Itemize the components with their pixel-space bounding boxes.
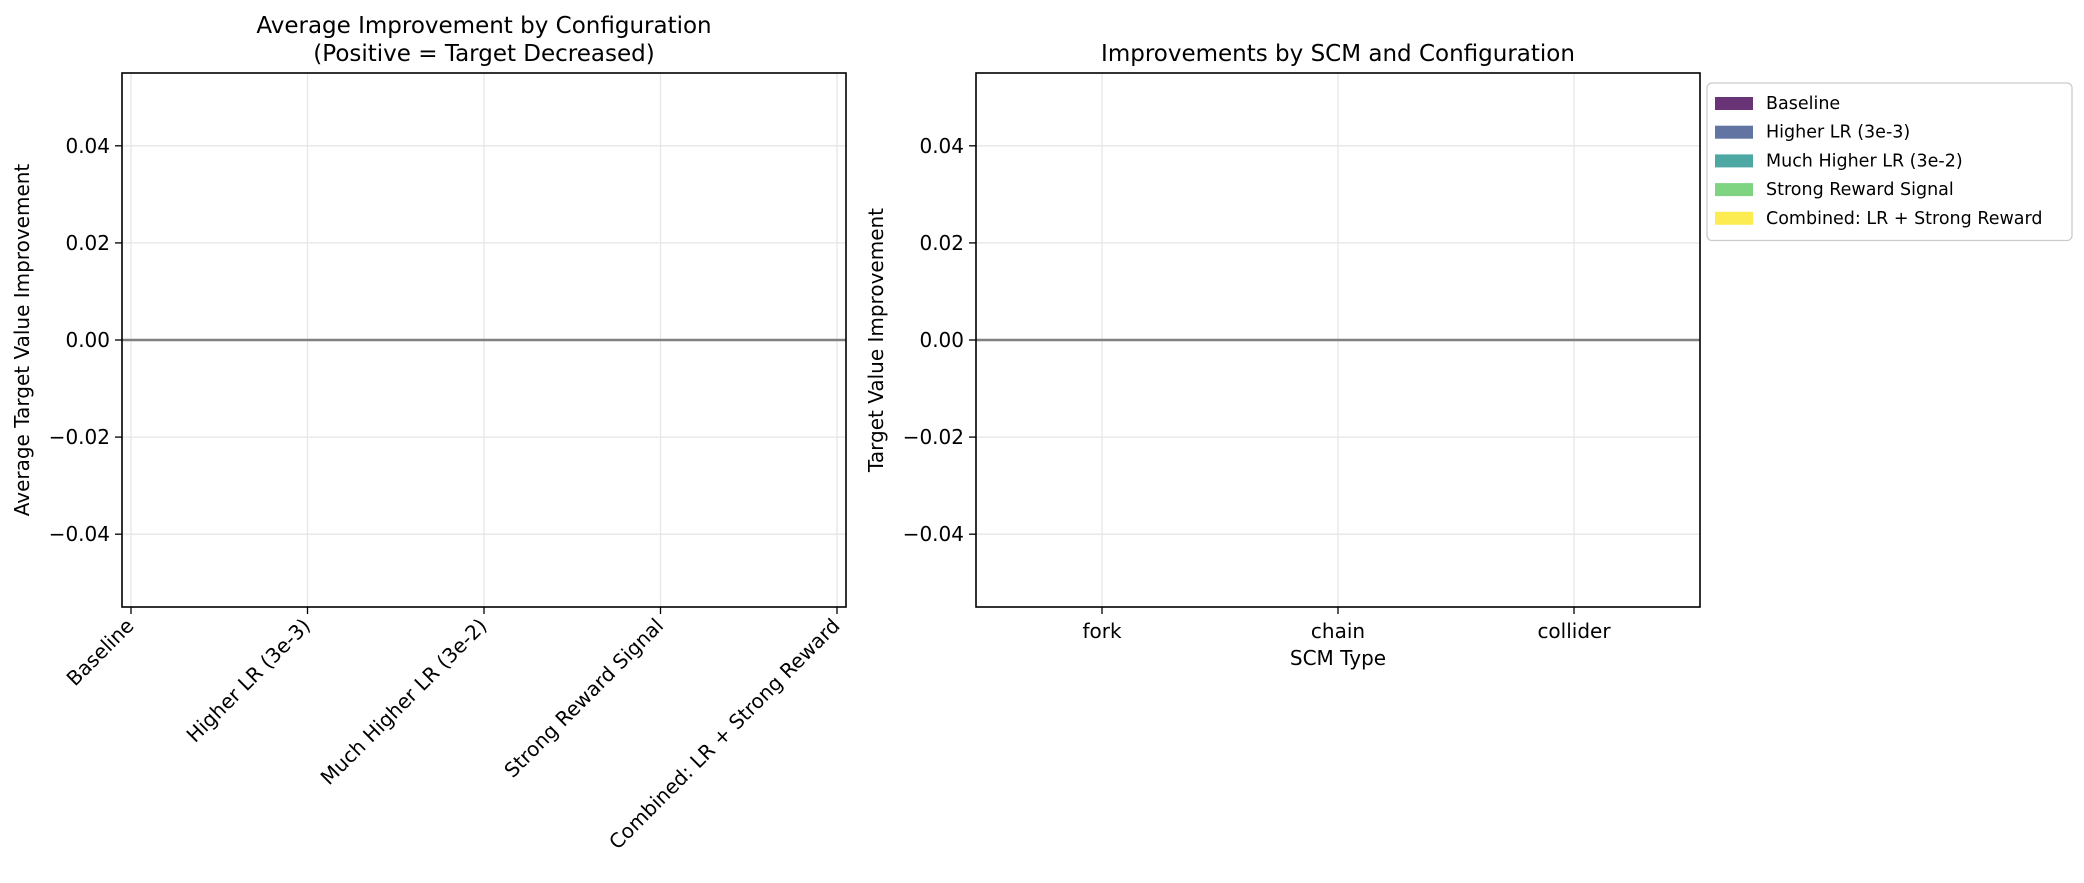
- chart-1-ytick-label-3: 0.02: [65, 231, 110, 255]
- chart-2-xlabel: SCM Type: [1290, 646, 1386, 670]
- chart-1-ylabel: Average Target Value Improvement: [10, 164, 34, 517]
- chart-2-legend-label-4: Combined: LR + Strong Reward: [1766, 209, 2043, 229]
- chart-2-xtick-label-1: chain: [1311, 619, 1365, 643]
- chart-2-title: Improvements by SCM and Configuration: [1101, 41, 1575, 67]
- chart-2-xtick-label-0: fork: [1082, 619, 1122, 643]
- chart-1-title-line-2: (Positive = Target Decreased): [313, 41, 654, 67]
- chart-2-legend-swatch-2: [1715, 154, 1753, 168]
- chart-1-ytick-label-4: 0.04: [65, 134, 110, 158]
- chart-2-ytick-label-3: 0.02: [919, 231, 964, 255]
- chart-1-yticks: −0.04 −0.02 0.00 0.02 0.04: [49, 134, 122, 546]
- chart-2-legend-swatch-4: [1715, 211, 1753, 225]
- chart-2-ytick-label-2: 0.00: [919, 328, 964, 352]
- chart-1-ytick-label-0: −0.04: [49, 522, 110, 546]
- chart-1-ytick-label-1: −0.02: [49, 425, 110, 449]
- chart-2-ytick-label-4: 0.04: [919, 134, 964, 158]
- chart-1-title-line-1: Average Improvement by Configuration: [256, 13, 711, 39]
- chart-2-ytick-label-0: −0.04: [903, 522, 964, 546]
- chart-2-legend-swatch-0: [1715, 97, 1753, 110]
- chart-2-ylabel: Target Value Improvement: [864, 208, 888, 473]
- chart-1-ytick-label-2: 0.00: [65, 328, 110, 352]
- chart-2: Improvements by SCM and Configuration −0…: [864, 41, 2073, 670]
- chart-2-legend-box: [1706, 82, 2073, 242]
- chart-2-legend-label-3: Strong Reward Signal: [1766, 180, 1954, 200]
- chart-2-legend-swatch-1: [1715, 125, 1753, 139]
- chart-2-legend-label-2: Much Higher LR (3e-2): [1766, 151, 1963, 171]
- chart-2-xticks: fork chain collider: [1082, 607, 1611, 643]
- chart-2-yticks: −0.04 −0.02 0.00 0.02 0.04: [903, 134, 976, 546]
- chart-2-legend: Baseline Higher LR (3e-3) Much Higher LR (…: [1706, 82, 2073, 242]
- chart-2-legend-swatch-3: [1715, 183, 1753, 197]
- chart-2-legend-label-1: Higher LR (3e-3): [1766, 123, 1910, 143]
- chart-2-legend-label-0: Baseline: [1766, 94, 1840, 114]
- chart-2-ytick-label-1: −0.02: [903, 425, 964, 449]
- chart-2-xtick-label-2: collider: [1537, 619, 1611, 643]
